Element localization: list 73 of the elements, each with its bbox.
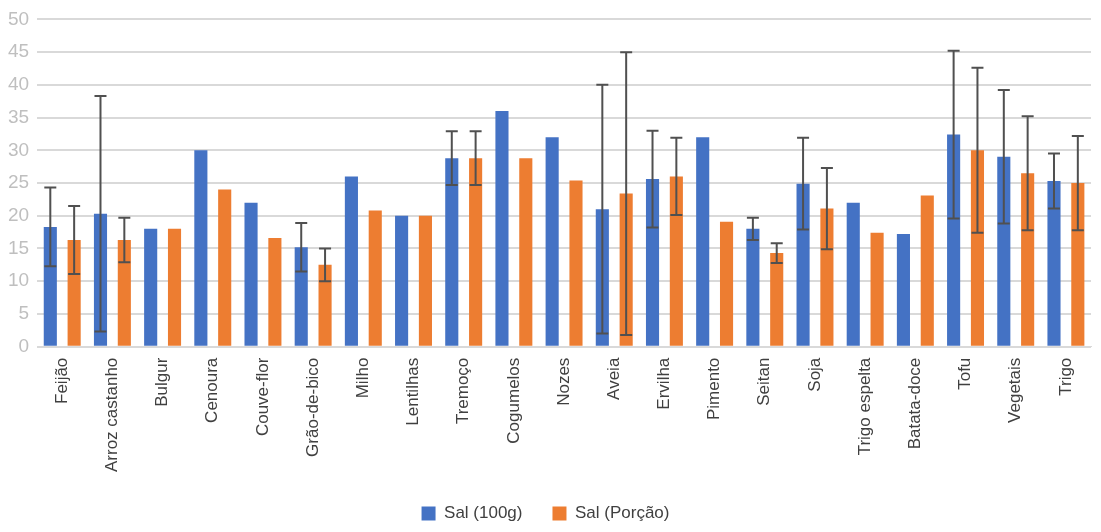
y-tick-label: 5 [18,302,30,324]
bar [1047,181,1061,346]
y-tick-label: 45 [7,40,30,62]
bar [545,137,559,346]
x-tick-label: Pimento [704,357,724,421]
bar [746,228,760,346]
x-tick-label: Tofu [955,357,975,390]
bar [970,150,985,346]
bar [218,189,232,346]
bar [445,158,459,346]
x-tick-label: Cenoura [202,357,222,423]
bar [144,228,158,346]
bar [796,183,810,346]
x-tick-label: Seitan [754,357,774,406]
bar [947,134,961,346]
x-tick-label: Trigo [1055,357,1075,396]
x-tick-label: Feijão [51,357,71,404]
x-tick-label: Batata-doce [905,357,925,450]
bar [418,215,432,346]
bar [117,239,131,346]
bar [997,156,1011,346]
bar [820,208,834,346]
bar [194,150,208,346]
legend-label: Sal (100g) [444,503,523,523]
bar [67,239,81,346]
bar [268,238,282,346]
bar [368,210,382,346]
y-tick-label: 50 [7,7,30,29]
bar [167,228,182,346]
y-tick-label: 20 [7,203,30,225]
bar [645,179,660,346]
x-tick-label: Lentilhas [403,357,423,426]
bar [846,202,860,346]
bar [920,195,934,346]
x-tick-label: Grão-de-bico [302,357,322,457]
bar [318,264,332,346]
y-tick-label: 35 [7,105,30,127]
bar [896,234,910,346]
bar [696,137,710,346]
x-tick-label: Tremoço [453,357,473,425]
y-tick-label: 25 [7,171,30,193]
bar [344,176,358,346]
bar [1021,173,1035,346]
bar [495,111,509,346]
x-tick-label: Trigo espelta [854,357,874,456]
bar [870,232,884,346]
bar [669,176,683,346]
bar [519,158,533,346]
x-tick-label: Vegetais [1005,357,1025,423]
x-tick-label: Milho [353,357,373,399]
y-tick-label: 40 [7,73,30,95]
bar [569,180,583,346]
bar [719,221,734,346]
x-tick-label: Couve-flor [252,357,272,437]
bar [1071,183,1085,346]
x-tick-label: Ervilha [654,357,674,410]
y-tick-label: 15 [7,236,30,258]
bar [244,202,258,346]
bar [294,247,308,346]
legend-label: Sal (Porção) [574,503,670,523]
bar [469,158,483,346]
bar [395,215,409,346]
x-tick-label: Soja [804,357,824,392]
y-tick-label: 10 [7,269,30,291]
x-tick-label: Aveia [603,357,623,400]
y-tick-label: 30 [7,138,30,160]
x-tick-label: Cogumelos [503,357,523,444]
x-tick-label: Nozes [553,357,573,406]
bar [770,253,784,346]
y-tick-label: 0 [18,334,30,356]
x-tick-label: Arroz castanho [102,357,122,473]
bar [43,226,57,346]
x-tick-label: Bulgur [152,357,172,407]
